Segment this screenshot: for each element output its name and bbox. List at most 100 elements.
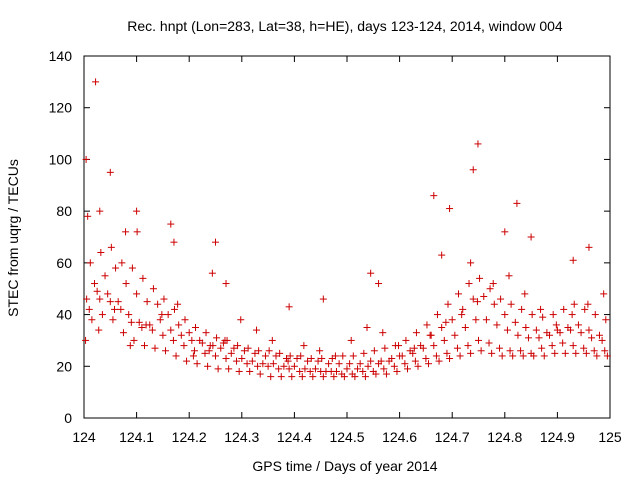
data-point <box>276 349 284 357</box>
data-point <box>340 373 348 381</box>
data-point <box>361 373 369 381</box>
data-point <box>569 342 577 350</box>
data-point <box>522 324 530 331</box>
data-point <box>189 352 197 360</box>
data-point <box>230 344 238 352</box>
data-point <box>600 290 608 298</box>
data-point <box>503 326 511 334</box>
data-point <box>107 243 115 251</box>
x-tick-label: 125 <box>598 429 622 445</box>
x-tick-label: 124.5 <box>329 429 364 445</box>
data-point <box>86 259 94 267</box>
data-point <box>227 349 235 357</box>
data-point <box>296 367 304 375</box>
data-point <box>98 311 106 319</box>
data-point <box>568 311 576 319</box>
data-point <box>222 280 230 288</box>
x-tick-label: 124.6 <box>382 429 417 445</box>
data-point <box>167 326 175 334</box>
data-point <box>509 352 517 360</box>
data-point <box>101 272 109 280</box>
data-point <box>97 249 105 257</box>
data-point <box>206 342 214 350</box>
data-point <box>280 362 288 370</box>
data-point <box>537 305 545 313</box>
data-point <box>314 357 322 365</box>
data-point <box>126 342 134 350</box>
data-point <box>243 360 251 368</box>
data-point <box>464 342 472 350</box>
data-point <box>549 311 557 319</box>
y-tick-label: 40 <box>56 307 72 323</box>
data-point <box>367 357 375 365</box>
data-point <box>469 295 477 303</box>
data-point <box>528 311 536 319</box>
data-point <box>513 199 521 207</box>
data-point <box>300 342 308 350</box>
data-point <box>524 334 532 342</box>
data-point <box>527 233 535 241</box>
data-point <box>213 334 221 342</box>
data-point <box>601 347 609 355</box>
data-point <box>148 326 156 334</box>
data-point <box>240 347 248 355</box>
data-point <box>590 347 598 355</box>
data-point <box>83 295 91 303</box>
data-point <box>284 357 292 365</box>
data-point <box>603 352 611 360</box>
data-point <box>190 347 198 355</box>
data-point <box>332 367 340 375</box>
data-point <box>82 155 90 163</box>
data-point <box>95 326 103 334</box>
data-point <box>285 365 293 373</box>
data-point <box>472 316 480 324</box>
data-point <box>233 357 241 365</box>
data-point <box>349 352 357 360</box>
data-point <box>585 326 593 334</box>
data-point <box>127 318 135 326</box>
data-point <box>486 285 494 293</box>
data-point <box>117 305 125 313</box>
data-point <box>170 238 178 246</box>
data-point <box>403 365 411 373</box>
data-point <box>192 324 200 331</box>
data-point <box>459 305 467 313</box>
data-point <box>162 347 170 355</box>
data-point <box>412 329 420 337</box>
data-point <box>446 355 454 363</box>
data-point <box>347 336 355 344</box>
data-point <box>306 367 314 375</box>
data-point <box>106 298 114 306</box>
data-point <box>506 347 514 355</box>
data-point <box>475 336 482 344</box>
data-point <box>396 352 404 360</box>
data-points <box>82 78 611 381</box>
data-point <box>170 305 178 313</box>
data-point <box>532 326 540 334</box>
data-point <box>112 264 120 272</box>
data-point <box>330 373 338 381</box>
data-point <box>93 287 101 295</box>
x-tick-label: 124.8 <box>487 429 522 445</box>
data-point <box>172 352 180 360</box>
y-tick-label: 140 <box>49 48 73 64</box>
data-point <box>360 349 368 357</box>
data-point <box>443 349 451 357</box>
data-point <box>372 370 380 378</box>
y-axis: 0 20 40 60 80 100 120 140 <box>49 48 610 426</box>
data-point <box>456 352 464 360</box>
y-axis-label: STEC from uqrg / TECUs <box>5 159 21 317</box>
y-tick-label: 20 <box>56 358 72 374</box>
data-point <box>84 212 92 220</box>
data-point <box>548 342 556 350</box>
data-point <box>543 329 551 337</box>
data-point <box>561 349 569 357</box>
data-point <box>185 329 193 337</box>
data-point <box>265 347 273 355</box>
data-point <box>367 269 375 277</box>
data-point <box>414 362 422 370</box>
data-point <box>430 192 438 200</box>
data-point <box>560 305 568 313</box>
data-point <box>164 311 172 319</box>
data-point <box>158 311 166 319</box>
